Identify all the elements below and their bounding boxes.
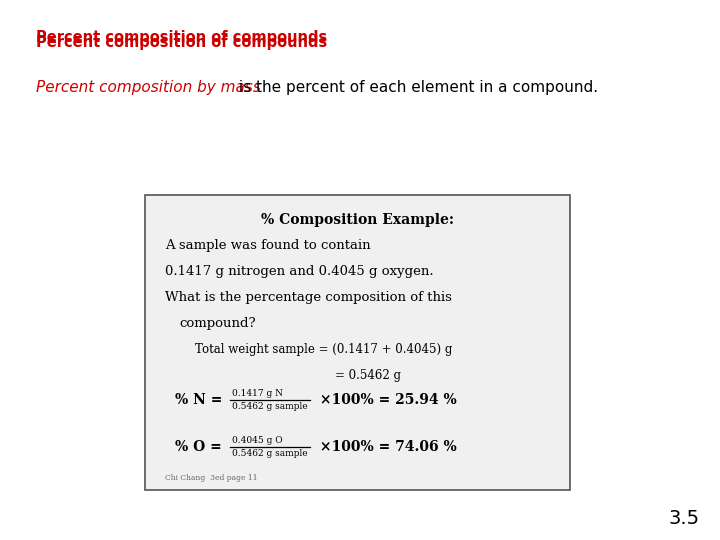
Text: 0.4045 g O: 0.4045 g O [232, 436, 283, 445]
Text: Percent composition of compounds: Percent composition of compounds [36, 30, 328, 45]
Text: Percent composition by mass: Percent composition by mass [36, 80, 261, 95]
Text: ×100% = 25.94 %: ×100% = 25.94 % [315, 393, 456, 407]
Text: 3.5: 3.5 [669, 509, 700, 528]
Text: % Composition Example:: % Composition Example: [261, 213, 454, 227]
Bar [145, 195, 570, 490]
Text: Chi Chang  3ed page 11: Chi Chang 3ed page 11 [165, 474, 258, 482]
Text: = 0.5462 g: = 0.5462 g [335, 369, 401, 382]
Text: % O =: % O = [175, 440, 227, 454]
Text: 0.1417 g nitrogen and 0.4045 g oxygen.: 0.1417 g nitrogen and 0.4045 g oxygen. [165, 265, 433, 278]
Text: 0.5462 g sample: 0.5462 g sample [232, 449, 307, 458]
Text: ×100% = 74.06 %: ×100% = 74.06 % [315, 440, 456, 454]
Text: Percent composition of compounds: Percent composition of compounds [36, 35, 328, 50]
Text: 0.5462 g sample: 0.5462 g sample [232, 402, 307, 411]
Text: % N =: % N = [175, 393, 228, 407]
Text: compound?: compound? [179, 317, 256, 330]
Text: Total weight sample = (0.1417 + 0.4045) g: Total weight sample = (0.1417 + 0.4045) … [195, 343, 452, 356]
Text: A sample was found to contain: A sample was found to contain [165, 239, 371, 252]
Text: 0.1417 g N: 0.1417 g N [232, 389, 283, 398]
Text: is the percent of each element in a compound.: is the percent of each element in a comp… [234, 80, 598, 95]
Text: What is the percentage composition of this: What is the percentage composition of th… [165, 291, 452, 304]
